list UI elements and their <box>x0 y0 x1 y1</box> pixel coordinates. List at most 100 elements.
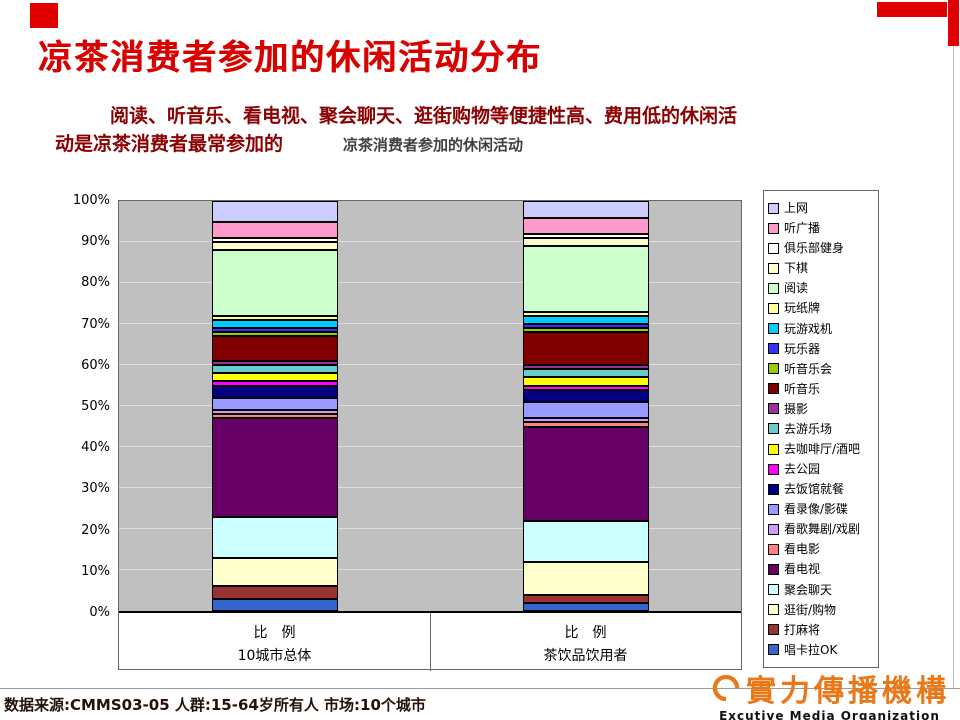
bar-segment <box>211 315 338 321</box>
bar-segment <box>522 389 649 402</box>
bar-segment <box>211 586 338 599</box>
legend-swatch <box>768 302 779 314</box>
bar-segment <box>522 426 649 521</box>
logo-english-text: Excutive Media Organization <box>719 709 940 720</box>
bar-segment <box>211 418 338 517</box>
bar-segment <box>522 401 649 419</box>
legend-swatch <box>768 543 779 555</box>
legend-item: 去游乐场 <box>768 423 874 435</box>
category-name: 茶饮品饮用者 <box>543 648 628 664</box>
gridline <box>119 323 741 324</box>
category-axis-row: 比 例比 例 <box>119 622 741 642</box>
bar-segment <box>211 242 338 251</box>
legend-item: 玩游戏机 <box>768 323 874 335</box>
bar-segment <box>211 365 338 374</box>
legend-item: 看电影 <box>768 543 874 555</box>
bar-segment <box>522 328 649 333</box>
y-axis-tick-label: 40% <box>81 440 110 456</box>
bar-segment <box>211 414 338 419</box>
bar-segment <box>522 246 649 312</box>
legend-swatch <box>768 242 779 254</box>
legend-label: 唱卡拉OK <box>784 642 838 657</box>
legend-swatch <box>768 202 779 214</box>
legend-swatch <box>768 222 779 234</box>
legend-item: 摄影 <box>768 403 874 415</box>
y-axis-tick-label: 70% <box>81 316 110 332</box>
legend-label: 看电视 <box>784 562 821 577</box>
legend-swatch <box>768 443 779 455</box>
legend-item: 俱乐部健身 <box>768 242 874 254</box>
gridline <box>119 364 741 365</box>
logo-chinese-text: 實力傳播機構 <box>746 674 950 709</box>
slide-title: 凉茶消费者参加的休闲活动分布 <box>38 38 542 78</box>
gridline <box>119 282 741 283</box>
legend-label: 听广播 <box>784 221 821 236</box>
legend-label: 玩游戏机 <box>784 321 833 336</box>
gridline <box>119 405 741 406</box>
slide-subtitle: 阅读、听音乐、看电视、聚会聊天、逛街购物等便捷性高、费用低的休闲活 动是凉茶消费… <box>55 102 917 158</box>
bar-segment <box>211 221 338 239</box>
gridline <box>119 241 741 242</box>
legend-label: 看录像/影碟 <box>784 502 849 517</box>
bar-segment <box>522 602 649 611</box>
chart-legend: 上网 听广播 俱乐部健身 下棋 阅读 玩纸牌 玩游戏机 玩乐器 听音乐会 听音乐 摄影 去游乐场 去咖啡… <box>763 190 879 668</box>
legend-item: 聚会聊天 <box>768 584 874 596</box>
bar-segment <box>211 360 338 366</box>
legend-item: 玩乐器 <box>768 343 874 355</box>
bar-segment <box>522 365 649 370</box>
bar-segment <box>522 385 649 390</box>
stacked-bar-1 <box>211 201 338 611</box>
bar-segment <box>211 385 338 398</box>
legend-label: 阅读 <box>784 281 809 296</box>
decoration-red-block-topleft <box>30 3 58 28</box>
legend-swatch <box>768 403 779 415</box>
legend-item: 阅读 <box>768 282 874 294</box>
decoration-red-bar-topright <box>877 2 947 17</box>
y-axis-tick-label: 30% <box>81 481 110 497</box>
legend-swatch <box>768 262 779 274</box>
category-name-row: 10城市总体 茶饮品饮用者 <box>119 645 741 665</box>
chart-frame: 比 例 比 例 10城市总体 茶饮品饮用者 <box>118 200 742 671</box>
legend-label: 上网 <box>784 201 809 216</box>
bar-segment <box>522 311 649 316</box>
legend-swatch <box>768 483 779 495</box>
legend-item: 看电视 <box>768 563 874 575</box>
legend-item: 去咖啡厅/酒吧 <box>768 443 874 455</box>
legend-label: 逛街/购物 <box>784 602 837 617</box>
legend-swatch <box>768 584 779 596</box>
y-axis-labels: 0% 10% 20% 30% 40% 50% 60% 70% 80% 90% 100% <box>36 193 114 620</box>
stacked-bar-2 <box>522 201 649 611</box>
category-name: 10城市总体 <box>237 648 312 664</box>
y-axis-tick-label: 60% <box>81 357 110 373</box>
gridline <box>119 446 741 447</box>
gridline <box>119 569 741 570</box>
legend-item: 逛街/购物 <box>768 604 874 616</box>
y-axis-tick-label: 10% <box>81 563 110 579</box>
decoration-red-bar-rightedge <box>948 0 959 46</box>
legend-label: 去饭馆就餐 <box>784 482 845 497</box>
logo-swirl-icon <box>712 674 740 702</box>
category-axis-label: 比 例 <box>564 625 607 641</box>
legend-swatch <box>768 423 779 435</box>
bar-segment <box>522 369 649 378</box>
legend-swatch <box>768 503 779 515</box>
legend-item: 去饭馆就餐 <box>768 483 874 495</box>
legend-swatch <box>768 563 779 575</box>
category-axis-label: 比 例 <box>253 625 296 641</box>
y-axis-tick-label: 50% <box>81 399 110 414</box>
legend-item: 听音乐会 <box>768 363 874 375</box>
legend-label: 打麻将 <box>784 622 821 637</box>
bar-segment <box>211 410 338 415</box>
bar-segment <box>211 381 338 386</box>
bar-segment <box>522 332 649 366</box>
bar-segment <box>522 217 649 234</box>
bar-segment <box>211 598 338 611</box>
category-separator-line <box>430 613 431 671</box>
legend-swatch <box>768 523 779 535</box>
bar-segment <box>211 320 338 329</box>
bar-segment <box>522 520 649 562</box>
legend-swatch <box>768 282 779 294</box>
subtitle-line-2: 动是凉茶消费者最常参加的 <box>55 133 284 155</box>
bar-segment <box>522 418 649 423</box>
